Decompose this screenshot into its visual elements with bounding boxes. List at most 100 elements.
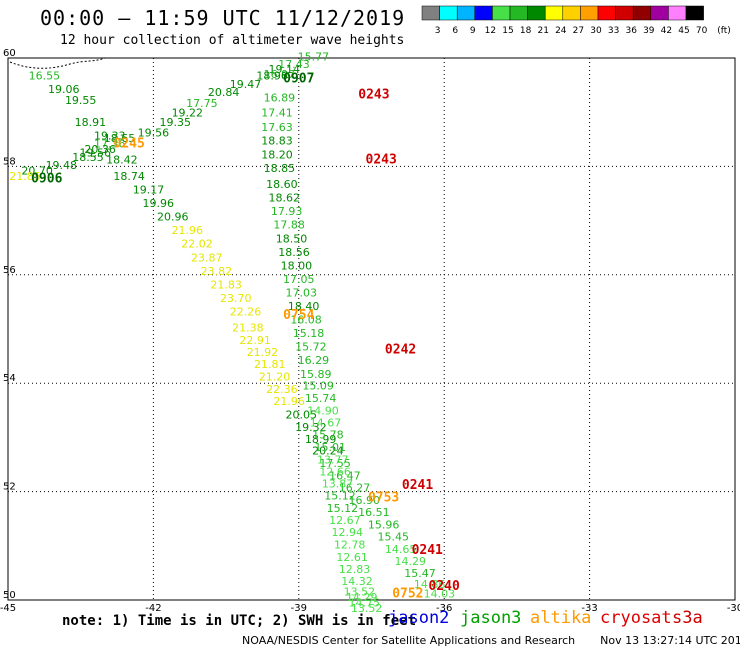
color-scale-swatch <box>650 5 669 21</box>
data-point-label: 14.86 <box>414 578 446 591</box>
data-point-label: 15.78 <box>312 428 344 441</box>
color-scale-swatch <box>632 5 652 21</box>
data-point-label: 21.96 <box>273 395 305 408</box>
data-point-label: 18.83 <box>261 135 293 148</box>
data-point-label: 15.45 <box>378 530 410 543</box>
y-tick-label: 58 <box>3 156 16 167</box>
data-point-label: 14.32 <box>341 575 373 588</box>
data-point-label: 17.36 <box>94 137 126 150</box>
data-point-label: 17.05 <box>283 273 315 286</box>
x-tick-label: -42 <box>145 603 161 614</box>
data-point-label: 19.96 <box>142 197 174 210</box>
color-scale-swatch <box>580 5 599 21</box>
data-point-label: 17.03 <box>285 286 317 299</box>
data-point-label: 19.22 <box>172 107 204 120</box>
time-label: 0242 <box>385 342 416 357</box>
y-tick-label: 56 <box>3 265 16 276</box>
data-point-label: 15.89 <box>300 368 332 381</box>
chart-subtitle: 12 hour collection of altimeter wave hei… <box>60 33 405 48</box>
color-scale-label: 24 <box>555 26 567 36</box>
x-tick-label: -39 <box>291 603 307 614</box>
data-point-label: 17.75 <box>186 97 218 110</box>
x-tick-label: -33 <box>581 603 597 614</box>
data-point-label: 14.75 <box>348 597 380 610</box>
time-label: 0752 <box>392 586 423 601</box>
data-point-label: 14.03 <box>424 587 456 600</box>
data-point-label: 13.52 <box>351 602 383 615</box>
color-scale-swatch <box>544 5 564 21</box>
color-scale-label: 18 <box>520 26 532 36</box>
data-point-label: 21.38 <box>232 322 264 335</box>
data-point-label: 14.67 <box>310 417 342 430</box>
color-scale-swatch <box>597 5 616 21</box>
data-point-label: 17.88 <box>273 219 305 232</box>
data-point-label: 15.18 <box>293 327 325 340</box>
data-point-label: 22.02 <box>181 238 213 251</box>
data-point-label: 16.89 <box>264 91 296 104</box>
data-point-label: 15.77 <box>298 51 330 64</box>
data-point-label: 21.85 <box>9 170 41 183</box>
data-point-label: 17.43 <box>278 58 310 71</box>
color-scale-unit: (ft) <box>717 26 731 36</box>
color-scale-swatch <box>492 5 511 21</box>
data-point-label: 19.56 <box>79 147 111 160</box>
data-point-label: 18.60 <box>266 178 298 191</box>
time-label: 0243 <box>366 153 397 168</box>
time-label: 0907 <box>283 71 314 86</box>
data-point-label: 12.67 <box>329 514 361 527</box>
color-scale-label: 21 <box>537 26 548 36</box>
data-point-label: 17.41 <box>261 107 293 120</box>
color-scale-label: 12 <box>485 26 496 36</box>
color-scale-swatch <box>474 5 493 21</box>
data-point-label: 16.27 <box>339 482 371 495</box>
data-point-label: 22.91 <box>239 334 271 347</box>
data-point-label: 18.99 <box>305 433 337 446</box>
data-point-label: 21.20 <box>259 370 291 383</box>
footer-note: note: 1) Time is in UTC; 2) SWH is in fe… <box>62 613 417 629</box>
color-scale-swatch <box>685 5 704 21</box>
coastline <box>9 57 106 69</box>
data-point-label: 15.96 <box>368 518 400 531</box>
x-tick-label: -30 <box>727 603 740 614</box>
data-point-label: 18.00 <box>281 259 313 272</box>
color-scale-label: 70 <box>696 26 708 36</box>
data-point-label: 14.29 <box>395 555 427 568</box>
data-point-label: 18.65 <box>104 132 136 145</box>
data-point-label: 23.70 <box>220 292 252 305</box>
chart-title: 00:00 — 11:59 UTC 11/12/2019 <box>40 6 406 30</box>
data-point-label: 20.96 <box>157 211 189 224</box>
data-point-label: 19.47 <box>230 78 262 91</box>
data-point-label: 21.83 <box>210 278 242 291</box>
data-point-label: 19.35 <box>159 116 191 129</box>
data-point-label: 15.01 <box>315 441 347 454</box>
data-point-label: 18.62 <box>269 192 301 205</box>
data-point-label: 18.56 <box>278 246 310 259</box>
data-point-label: 22.26 <box>230 305 262 318</box>
y-tick-label: 50 <box>3 590 16 601</box>
data-point-label: 23.87 <box>191 251 223 264</box>
data-point-label: 20.70 <box>21 165 53 178</box>
color-scale-swatch <box>421 5 440 21</box>
data-point-label: 12.83 <box>339 563 371 576</box>
data-point-label: 18.91 <box>75 116 107 129</box>
data-point-label: 18.96 <box>256 70 288 83</box>
credit-timestamp: Nov 13 13:27:14 UTC 2019 <box>600 634 740 647</box>
time-label: 0241 <box>402 478 433 493</box>
data-point-label: 16.47 <box>329 470 361 483</box>
color-scale-label: 45 <box>678 26 689 36</box>
time-label: 0243 <box>358 88 389 103</box>
color-scale-swatch <box>509 5 528 21</box>
data-point-label: 16.08 <box>290 314 322 327</box>
data-point-label: 17.55 <box>319 457 351 470</box>
data-point-label: 21.92 <box>247 346 279 359</box>
data-point-label: 19.06 <box>48 83 80 96</box>
data-point-label: 21.81 <box>254 358 286 371</box>
data-point-label: 13.87 <box>322 477 354 490</box>
data-point-label: 13.77 <box>317 453 349 466</box>
y-tick-label: 60 <box>3 48 16 59</box>
color-scale-label: 39 <box>643 26 655 36</box>
color-scale-swatch <box>439 5 458 21</box>
footer-credit: NOAA/NESDIS Center for Satellite Applica… <box>242 634 740 647</box>
data-point-label: 20.24 <box>312 445 344 458</box>
color-scale-label: 27 <box>573 26 584 36</box>
